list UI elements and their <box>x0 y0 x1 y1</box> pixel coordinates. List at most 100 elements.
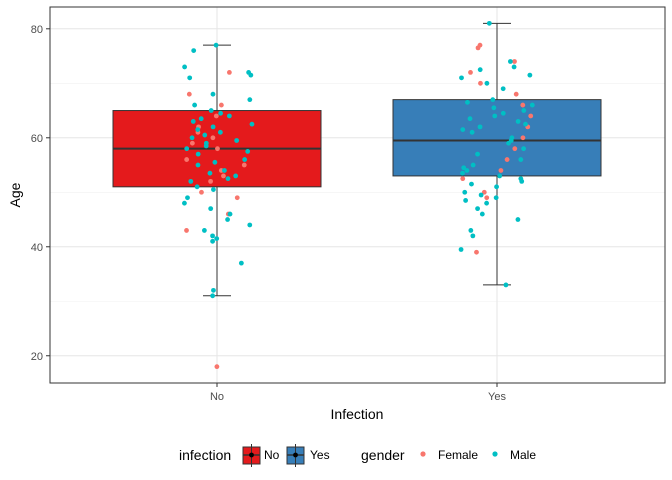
point-male <box>182 200 187 206</box>
point-male <box>523 121 528 127</box>
panel-border <box>49 6 666 384</box>
y-tick-label: 60 <box>31 133 43 145</box>
point-male <box>478 192 484 198</box>
legend-key-point <box>293 452 298 458</box>
point-female <box>208 178 213 184</box>
point-male <box>203 143 209 149</box>
x-axis-ticks: No Yes <box>210 383 506 403</box>
point-male <box>194 184 200 190</box>
point-male <box>475 151 480 157</box>
point-male <box>470 162 476 168</box>
point-male <box>234 138 240 143</box>
point-male <box>492 113 498 119</box>
y-axis-ticks: 20 40 60 80 <box>31 24 50 363</box>
point-male <box>479 211 485 217</box>
point-male <box>486 20 492 26</box>
point-female <box>226 69 232 75</box>
point-male <box>225 217 230 222</box>
point-female <box>528 113 534 119</box>
point-male <box>469 181 474 187</box>
legend-title-gender: gender <box>361 447 405 463</box>
point-male <box>521 146 527 152</box>
point-male <box>506 140 511 146</box>
point-male <box>214 236 220 241</box>
x-tick-label: Yes <box>488 391 506 403</box>
point-male <box>211 287 216 293</box>
point-male <box>208 108 214 113</box>
point-male <box>187 75 193 81</box>
point-male <box>185 195 190 201</box>
point-male <box>210 124 216 130</box>
legend-key-point <box>249 452 254 458</box>
point-female <box>481 189 487 195</box>
point-female <box>504 157 510 162</box>
x-axis-title: Infection <box>331 406 384 422</box>
point-female <box>218 102 224 108</box>
box-yes <box>392 99 602 177</box>
point-female <box>512 59 517 64</box>
point-female <box>520 135 526 141</box>
point-female <box>199 189 204 195</box>
point-male <box>500 86 506 92</box>
point-male <box>461 165 467 171</box>
y-tick-label: 20 <box>31 351 43 363</box>
point-female <box>474 249 479 255</box>
point-male <box>459 75 464 81</box>
point-male <box>208 206 214 212</box>
point-female <box>241 162 247 168</box>
point-male <box>182 64 188 70</box>
point-male <box>190 119 196 124</box>
point-male <box>518 157 524 162</box>
point-male <box>507 59 513 64</box>
point-male <box>202 132 208 138</box>
legend-label-infection: No <box>264 448 280 462</box>
point-female <box>475 45 481 51</box>
point-female <box>186 91 192 97</box>
point-male <box>201 228 207 233</box>
point-male <box>184 146 190 152</box>
point-female <box>513 91 519 97</box>
y-tick-label: 40 <box>31 242 43 254</box>
point-male <box>467 116 473 122</box>
point-male <box>465 99 470 105</box>
point-male <box>195 151 201 157</box>
point-male <box>490 97 496 103</box>
point-male <box>460 127 466 133</box>
legend: infection No Yes gender Female Male <box>179 444 536 467</box>
legend-title-infection: infection <box>179 447 231 463</box>
point-female <box>460 176 466 182</box>
point-male <box>469 129 475 135</box>
point-female <box>498 168 504 173</box>
point-male <box>247 97 253 103</box>
point-male <box>249 121 255 127</box>
point-male <box>192 102 198 108</box>
point-male <box>198 116 204 122</box>
point-male <box>210 91 216 97</box>
point-male <box>247 222 253 228</box>
point-male <box>248 72 254 78</box>
point-female <box>215 146 220 152</box>
point-female <box>512 146 518 152</box>
point-male <box>470 233 476 239</box>
legend-key-gender-male <box>492 451 498 457</box>
point-male <box>468 228 474 233</box>
point-female <box>520 102 526 108</box>
point-male <box>515 217 521 222</box>
point-male <box>529 102 535 108</box>
point-male <box>195 127 201 133</box>
point-male <box>218 110 224 116</box>
point-male <box>484 80 490 86</box>
point-male <box>189 135 195 141</box>
point-male <box>195 162 201 168</box>
point-male <box>458 247 464 252</box>
legend-label-infection: Yes <box>310 448 330 462</box>
point-male <box>484 200 490 206</box>
point-male <box>460 170 465 176</box>
point-male <box>191 48 197 53</box>
point-male <box>497 173 503 179</box>
point-male <box>225 176 231 182</box>
point-female <box>213 113 219 119</box>
point-male <box>521 108 527 113</box>
